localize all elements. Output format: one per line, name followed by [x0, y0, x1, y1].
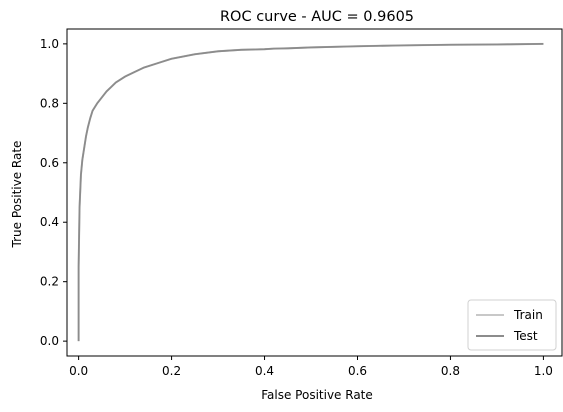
legend: Train Test	[467, 299, 557, 351]
x-tick-label: 0.4	[255, 364, 274, 378]
x-tick-label: 0.6	[348, 364, 367, 378]
y-tick-label: 1.0	[40, 37, 59, 51]
legend-box	[467, 299, 557, 351]
plot-area: 0.0 0.2 0.4 0.6 0.8 1.0 0.0 0.2 0.4 0.6 0.8 1.0	[40, 28, 563, 378]
y-tick-label: 0.0	[40, 334, 59, 348]
x-tick-label: 0.0	[69, 364, 88, 378]
plot-frame	[66, 28, 563, 357]
x-tick-label: 0.2	[162, 364, 181, 378]
y-tick-label: 0.2	[40, 275, 59, 289]
chart-title: ROC curve - AUC = 0.9605	[220, 9, 414, 25]
x-tick-label: 1.0	[534, 364, 553, 378]
y-tick-label: 0.6	[40, 156, 59, 170]
x-axis-label: False Positive Rate	[261, 388, 373, 402]
x-tick-label: 0.8	[441, 364, 460, 378]
y-tick-label: 0.4	[40, 215, 59, 229]
series-line-train	[77, 42, 544, 342]
legend-label-test: Test	[513, 329, 538, 343]
y-tick-label: 0.8	[40, 96, 59, 110]
legend-label-train: Train	[513, 308, 543, 322]
series-line-test	[77, 42, 544, 342]
y-axis-label: True Positive Rate	[10, 141, 24, 249]
